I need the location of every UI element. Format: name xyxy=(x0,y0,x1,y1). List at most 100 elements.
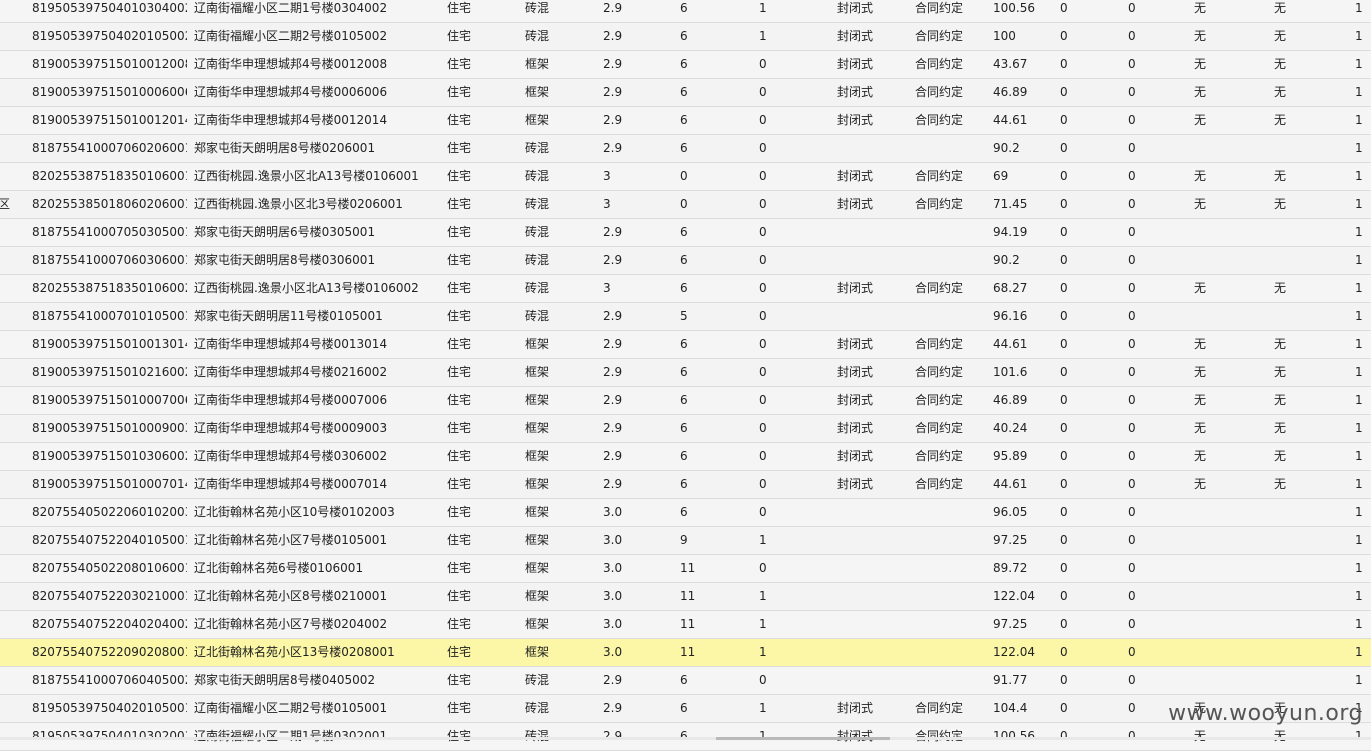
cell-none-b xyxy=(1274,555,1324,582)
cell-value-a: 0 xyxy=(1060,247,1110,274)
cell-house-code: 820255387518350106002 xyxy=(32,275,187,302)
cell-usage: 住宅 xyxy=(447,667,517,694)
cell-floor-height: 3.0 xyxy=(603,611,663,638)
cell-structure: 砖混 xyxy=(525,303,595,330)
cell-structure: 框架 xyxy=(525,527,595,554)
cell-floor-height: 2.9 xyxy=(603,415,663,442)
cell-usage: 住宅 xyxy=(447,555,517,582)
cell-structure: 框架 xyxy=(525,443,595,470)
cell-floor-height: 2.9 xyxy=(603,387,663,414)
cell-term: 合同约定 xyxy=(915,415,985,442)
cell-term: 合同约定 xyxy=(915,163,985,190)
cell-floor-count: 6 xyxy=(680,387,740,414)
cell-area: 91.77 xyxy=(993,667,1053,694)
cell-edge-fragment xyxy=(0,695,10,722)
cell-address: 辽南街华申理想城邦4号楼0006006 xyxy=(194,79,444,106)
cell-area: 94.19 xyxy=(993,219,1053,246)
cell-balcony-type: 封闭式 xyxy=(837,51,907,78)
cell-area: 68.27 xyxy=(993,275,1053,302)
cell-value-b: 0 xyxy=(1128,51,1178,78)
cell-floor-count: 6 xyxy=(680,359,740,386)
cell-value-b: 0 xyxy=(1128,639,1178,666)
cell-value-a: 0 xyxy=(1060,191,1110,218)
cell-count: 1 xyxy=(1355,247,1371,274)
cell-flag: 1 xyxy=(759,695,819,722)
cell-flag: 0 xyxy=(759,667,819,694)
cell-edge-fragment xyxy=(0,303,10,330)
cell-none-a xyxy=(1194,611,1244,638)
cell-term: 合同约定 xyxy=(915,695,985,722)
cell-usage: 住宅 xyxy=(447,471,517,498)
cell-none-b xyxy=(1274,667,1324,694)
cell-term xyxy=(915,555,985,582)
cell-floor-height: 3.0 xyxy=(603,639,663,666)
cell-value-a: 0 xyxy=(1060,639,1110,666)
cell-house-code: 819005397515010012008 xyxy=(32,51,187,78)
cell-address: 郑家屯街天朗明居11号楼0105001 xyxy=(194,303,444,330)
cell-balcony-type: 封闭式 xyxy=(837,471,907,498)
cell-floor-count: 6 xyxy=(680,443,740,470)
cell-value-b: 0 xyxy=(1128,415,1178,442)
cell-value-a: 0 xyxy=(1060,79,1110,106)
cell-value-a: 0 xyxy=(1060,107,1110,134)
cell-value-a: 0 xyxy=(1060,135,1110,162)
cell-house-code: 819005397515010216002 xyxy=(32,359,187,386)
cell-value-a: 0 xyxy=(1060,387,1110,414)
cell-flag: 1 xyxy=(759,611,819,638)
cell-term: 合同约定 xyxy=(915,359,985,386)
cell-flag: 0 xyxy=(759,387,819,414)
cell-none-b: 无 xyxy=(1274,443,1324,470)
cell-none-b: 无 xyxy=(1274,23,1324,50)
cell-usage: 住宅 xyxy=(447,135,517,162)
cell-none-b xyxy=(1274,527,1324,554)
cell-value-a: 0 xyxy=(1060,359,1110,386)
cell-floor-count: 0 xyxy=(680,163,740,190)
cell-floor-height: 2.9 xyxy=(603,0,663,22)
cell-floor-height: 3 xyxy=(603,191,663,218)
cell-balcony-type: 封闭式 xyxy=(837,79,907,106)
cell-floor-height: 2.9 xyxy=(603,471,663,498)
cell-structure: 框架 xyxy=(525,555,595,582)
cell-value-a: 0 xyxy=(1060,667,1110,694)
cell-floor-count: 6 xyxy=(680,219,740,246)
cell-house-code: 820755407522090208001 xyxy=(32,639,187,666)
cell-area: 96.16 xyxy=(993,303,1053,330)
cell-value-b: 0 xyxy=(1128,219,1178,246)
cell-count: 1 xyxy=(1355,275,1371,302)
cell-area: 122.04 xyxy=(993,639,1053,666)
cell-floor-count: 6 xyxy=(680,247,740,274)
cell-value-a: 0 xyxy=(1060,275,1110,302)
cell-floor-height: 2.9 xyxy=(603,51,663,78)
cell-none-a: 无 xyxy=(1194,471,1244,498)
cell-usage: 住宅 xyxy=(447,275,517,302)
cell-floor-height: 2.9 xyxy=(603,443,663,470)
cell-count: 1 xyxy=(1355,51,1371,78)
